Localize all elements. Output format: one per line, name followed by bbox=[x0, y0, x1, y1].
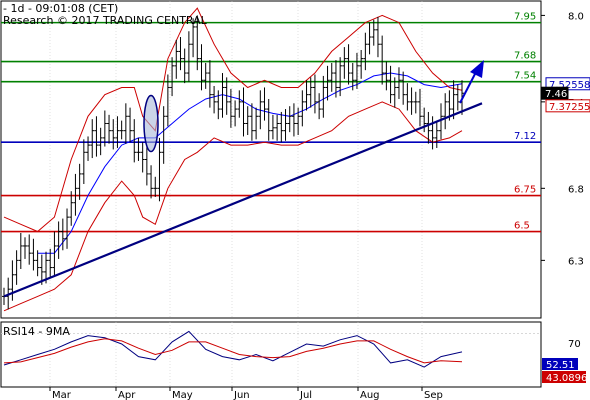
series-ma bbox=[37, 72, 463, 254]
arrow-shaft bbox=[459, 71, 477, 104]
series-bollinger-lower bbox=[3, 101, 463, 312]
arrow-head bbox=[470, 60, 484, 78]
rsi-tag-rsi-box bbox=[542, 358, 578, 370]
rsi-grid bbox=[1, 322, 541, 387]
x-tick-label: Jun bbox=[233, 390, 250, 400]
price-levels: 7.95 7.68 7.54 7.12 6.75 6.5 bbox=[1, 12, 541, 233]
level-label: 7.95 bbox=[514, 12, 536, 23]
series-bollinger-upper bbox=[3, 7, 463, 233]
main-plot-frame bbox=[0, 0, 542, 319]
level-label: 6.5 bbox=[514, 221, 530, 232]
y-tick-label: 6.8 bbox=[568, 184, 584, 195]
price-tag-label: 7.52558 bbox=[549, 80, 590, 91]
price-bars bbox=[2, 15, 464, 310]
y-tick-label: 8.0 bbox=[568, 11, 584, 22]
price-tag-label: 7.37255 bbox=[549, 102, 590, 113]
x-tick-label: Sep bbox=[424, 390, 443, 400]
rsi-plot-frame bbox=[0, 321, 542, 388]
bollinger-bands bbox=[3, 7, 463, 312]
level-label: 6.75 bbox=[514, 185, 536, 196]
price-tag-label: 7.46 bbox=[545, 89, 567, 100]
level-label: 7.12 bbox=[514, 131, 536, 142]
level-label: 7.54 bbox=[514, 71, 536, 82]
rsi-label: RSI14 - 9MA bbox=[3, 325, 70, 338]
rsi-panel: RSI14 - 9MA 70 52.51 43.0896 bbox=[0, 321, 587, 388]
x-axis: Mar Apr May Jun Jul Aug Sep bbox=[49, 387, 443, 400]
highlight-ellipse bbox=[143, 94, 159, 153]
x-tick-label: Mar bbox=[52, 390, 72, 400]
annotations bbox=[143, 60, 484, 153]
series-rsi-ma bbox=[3, 338, 463, 364]
x-tick-label: Jul bbox=[299, 390, 312, 400]
rsi-tag-ma-box bbox=[542, 371, 586, 383]
trendline bbox=[3, 102, 483, 298]
rsi-tick-70: 70 bbox=[568, 339, 581, 350]
price-tag-box bbox=[541, 86, 569, 100]
rsi-lines bbox=[3, 330, 463, 368]
main-panel: 7.95 7.68 7.54 7.12 6.75 6.5 - 1d - 09:01:08 … bbox=[0, 0, 542, 319]
rsi-tag-rsi: 52.51 bbox=[546, 360, 575, 371]
header-line2: Research © 2017 TRADING CENTRAL bbox=[3, 14, 208, 27]
level-label: 7.68 bbox=[514, 51, 536, 62]
series-rsi bbox=[3, 330, 463, 368]
x-tick-label: May bbox=[172, 390, 193, 400]
x-tick-label: Aug bbox=[360, 390, 380, 400]
x-tick-label: Apr bbox=[118, 390, 136, 400]
price-tag-box bbox=[545, 99, 590, 113]
trendline-group bbox=[3, 102, 483, 298]
y-tick-label: 6.3 bbox=[568, 256, 584, 267]
rsi-tag-ma: 43.0896 bbox=[546, 373, 587, 384]
header-line1: - 1d - 09:01:08 (CET) bbox=[3, 2, 118, 15]
